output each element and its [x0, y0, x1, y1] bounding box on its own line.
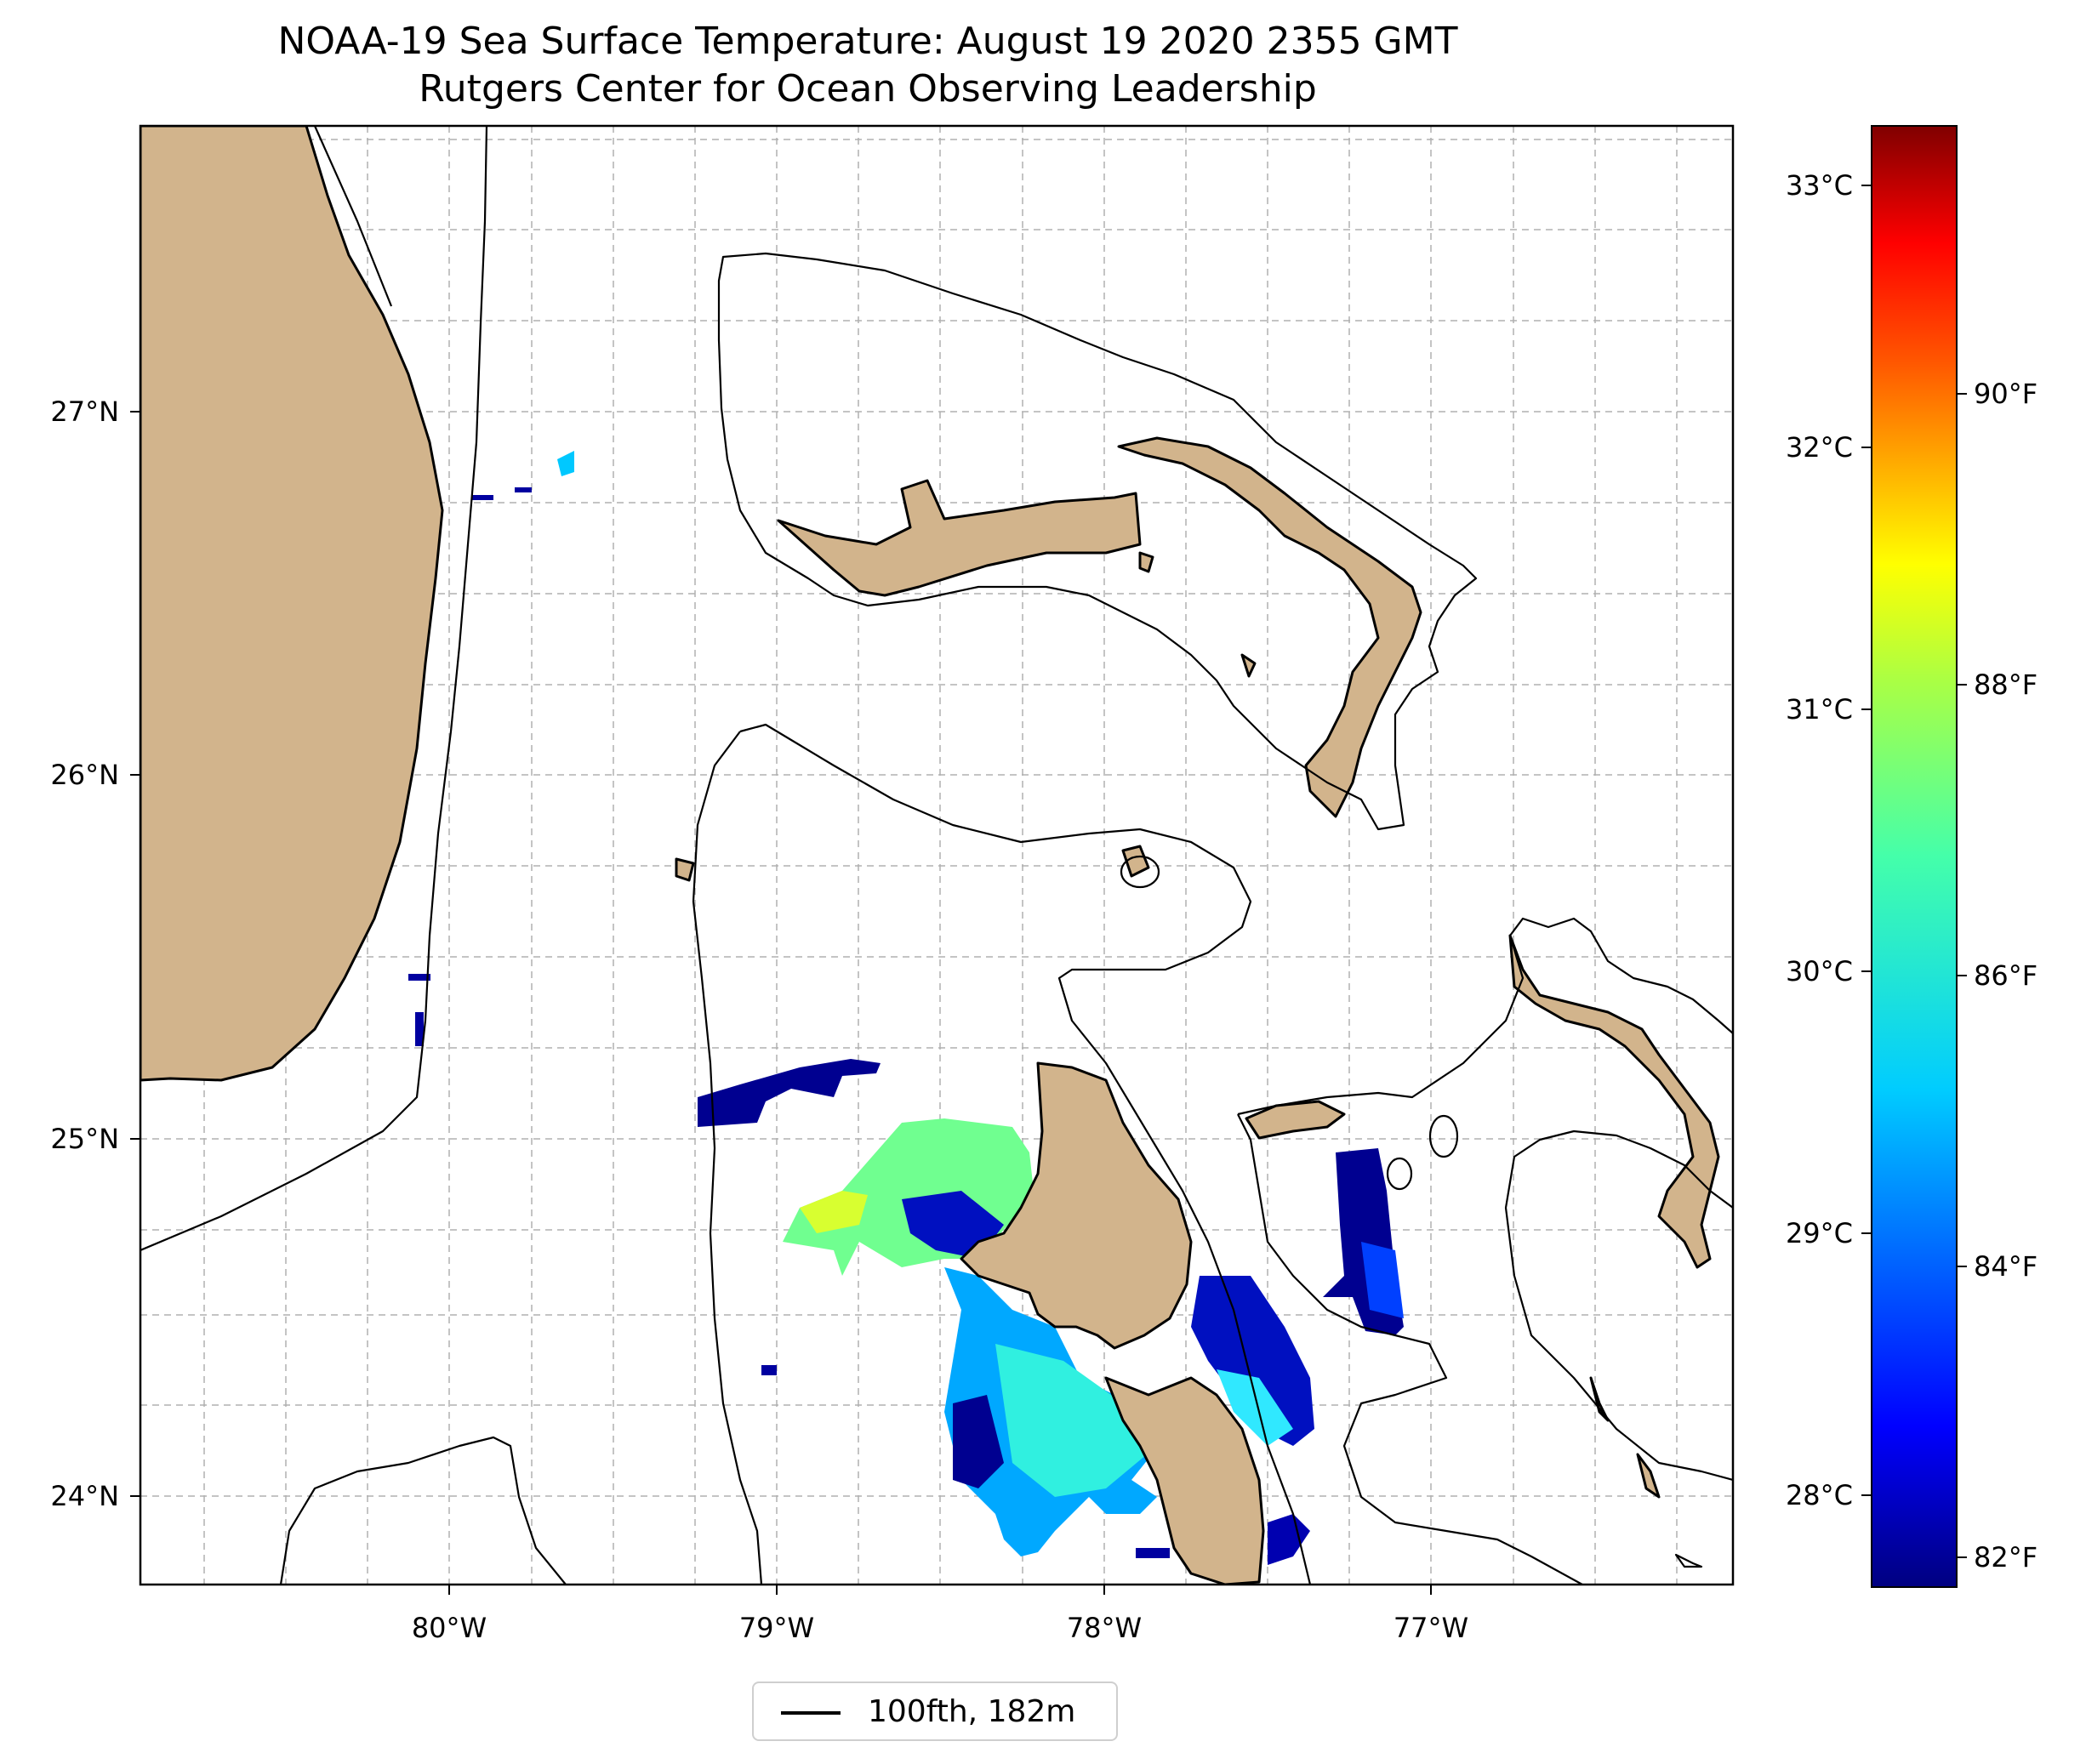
land-grand-bahama [777, 479, 1142, 597]
isobath-100fth [140, 126, 1733, 1585]
colorbar-c-29: 29°C [1786, 1217, 1853, 1249]
colorbar [1871, 125, 1958, 1588]
map-title: NOAA-19 Sea Surface Temperature: August … [277, 20, 1458, 63]
colorbar-f-82: 82°F [1974, 1541, 2038, 1573]
map-frame [139, 124, 1735, 1586]
land [140, 126, 1720, 1585]
colorbar-c-32: 32°C [1786, 431, 1853, 464]
land-florida [140, 126, 444, 1082]
legend-line-swatch [781, 1711, 841, 1715]
lon-label-77w: 77°W [1394, 1612, 1468, 1644]
axis-ticks [130, 411, 1432, 1595]
lon-label-78w: 78°W [1067, 1612, 1142, 1644]
lon-label-79w: 79°W [739, 1612, 814, 1644]
colorbar-c-30: 30°C [1786, 955, 1853, 987]
lat-label-26n: 26°N [50, 759, 119, 791]
land-abaco [1117, 436, 1422, 818]
lat-label-25n: 25°N [50, 1123, 119, 1155]
sst-patch-west-strip [698, 1059, 881, 1127]
lat-label-27n: 27°N [50, 395, 119, 428]
lon-label-80w: 80°W [412, 1612, 487, 1644]
colorbar-f-88: 88°F [1974, 669, 2038, 701]
map-area [140, 126, 1733, 1585]
land-andros [960, 1061, 1193, 1350]
legend: 100fth, 182m [752, 1681, 1118, 1741]
colorbar-f-86: 86°F [1974, 959, 2038, 992]
colorbar-c-33: 33°C [1786, 169, 1853, 202]
colorbar-f-90: 90°F [1974, 378, 2038, 410]
colorbar-c-31: 31°C [1786, 693, 1853, 726]
sst-patch-tongue [1191, 1276, 1314, 1446]
colorbar-ticks [1861, 185, 1967, 1558]
sst-patch-north-specks [557, 451, 574, 476]
colorbar-f-84: 84°F [1974, 1250, 2038, 1283]
map-subtitle: Rutgers Center for Ocean Observing Leade… [419, 67, 1317, 111]
lat-label-24n: 24°N [50, 1480, 119, 1512]
land-eleuthera [1508, 934, 1720, 1269]
colorbar-c-28: 28°C [1786, 1479, 1853, 1511]
legend-label: 100fth, 182m [868, 1694, 1076, 1729]
